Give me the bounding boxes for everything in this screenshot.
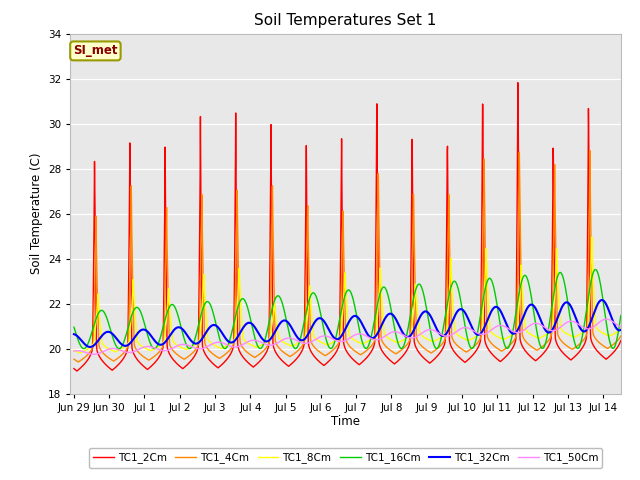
TC1_32Cm (533, 308, 541, 314)
TC1_8Cm (70, 347, 78, 353)
TC1_16Cm (617, 312, 625, 318)
TC1_16Cm (413, 284, 420, 290)
TC1_32Cm (351, 313, 358, 319)
TC1_32Cm (102, 329, 110, 335)
Y-axis label: Soil Temperature (C): Soil Temperature (C) (29, 153, 43, 275)
TC1_4Cm (429, 348, 437, 354)
TC1_4Cm (586, 148, 594, 154)
TC1_32Cm (70, 331, 78, 337)
TC1_16Cm (80, 346, 88, 351)
TC1_50Cm (533, 321, 541, 326)
TC1_16Cm (598, 292, 606, 298)
TC1_50Cm (102, 347, 110, 353)
TC1_8Cm (533, 335, 541, 340)
TC1_4Cm (102, 353, 110, 359)
TC1_8Cm (429, 339, 437, 345)
Line: TC1_2Cm: TC1_2Cm (74, 83, 621, 371)
Line: TC1_50Cm: TC1_50Cm (74, 319, 621, 354)
TC1_8Cm (598, 330, 606, 336)
TC1_2Cm (351, 358, 358, 364)
TC1_2Cm (514, 80, 522, 85)
TC1_8Cm (413, 300, 420, 305)
TC1_2Cm (598, 353, 606, 359)
TC1_50Cm (70, 348, 78, 354)
TC1_32Cm (413, 321, 420, 327)
TC1_50Cm (413, 334, 420, 339)
TC1_8Cm (76, 350, 84, 356)
TC1_50Cm (351, 332, 358, 338)
TC1_50Cm (598, 318, 606, 324)
TC1_50Cm (90, 351, 98, 357)
TC1_2Cm (102, 362, 110, 368)
TC1_2Cm (533, 357, 541, 362)
TC1_50Cm (429, 327, 437, 333)
TC1_16Cm (429, 340, 437, 346)
TC1_32Cm (429, 319, 437, 324)
TC1_2Cm (617, 338, 625, 344)
Line: TC1_4Cm: TC1_4Cm (74, 151, 621, 362)
TC1_16Cm (533, 329, 541, 335)
Text: SI_met: SI_met (73, 44, 118, 58)
TC1_2Cm (413, 346, 420, 351)
TC1_32Cm (598, 297, 606, 303)
TC1_4Cm (70, 356, 78, 362)
Line: TC1_32Cm: TC1_32Cm (74, 300, 621, 347)
TC1_2Cm (429, 357, 437, 363)
TC1_32Cm (86, 344, 94, 350)
TC1_8Cm (588, 234, 596, 240)
TC1_50Cm (602, 316, 610, 322)
TC1_2Cm (73, 368, 81, 374)
Line: TC1_8Cm: TC1_8Cm (74, 237, 621, 353)
TC1_2Cm (70, 366, 78, 372)
Line: TC1_16Cm: TC1_16Cm (74, 270, 621, 348)
TC1_50Cm (617, 324, 625, 330)
X-axis label: Time: Time (331, 415, 360, 429)
TC1_32Cm (598, 297, 606, 303)
TC1_4Cm (617, 333, 625, 339)
TC1_4Cm (533, 348, 541, 353)
TC1_8Cm (102, 344, 110, 350)
TC1_4Cm (413, 335, 420, 341)
TC1_16Cm (70, 324, 78, 330)
Title: Soil Temperatures Set 1: Soil Temperatures Set 1 (255, 13, 436, 28)
TC1_32Cm (617, 327, 625, 333)
TC1_8Cm (351, 337, 358, 343)
TC1_4Cm (74, 359, 82, 365)
TC1_8Cm (617, 326, 625, 332)
TC1_16Cm (102, 314, 110, 320)
TC1_16Cm (592, 267, 600, 273)
TC1_4Cm (598, 342, 606, 348)
Legend: TC1_2Cm, TC1_4Cm, TC1_8Cm, TC1_16Cm, TC1_32Cm, TC1_50Cm: TC1_2Cm, TC1_4Cm, TC1_8Cm, TC1_16Cm, TC1… (89, 448, 602, 468)
TC1_4Cm (351, 348, 358, 354)
TC1_16Cm (351, 303, 358, 309)
